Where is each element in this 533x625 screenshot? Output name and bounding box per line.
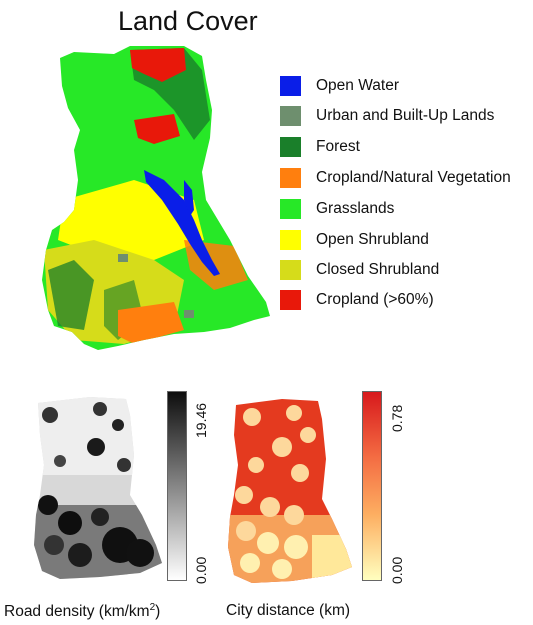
land-cover-map (42, 46, 270, 350)
legend-label: Urban and Built-Up Lands (316, 107, 495, 124)
legend-item-closed-shrubland: Closed Shrubland (280, 260, 530, 282)
legend-label: Closed Shrubland (316, 261, 440, 278)
legend-item-cropland-60: Cropland (>60%) (280, 290, 530, 312)
road-density-caption: Road density (km/km2) (4, 602, 160, 621)
swatch-open-shrubland (280, 230, 301, 250)
city-distance-map (228, 399, 352, 583)
legend-item-open-shrubland: Open Shrubland (280, 230, 530, 252)
city-distance-min-label: 0.00 (389, 556, 405, 584)
swatch-cropland-natural (280, 168, 301, 188)
road-density-max-label: 19.46 (193, 402, 209, 438)
city-distance-max-label: 0.78 (389, 404, 405, 432)
legend-item-cropland-natural: Cropland/Natural Vegetation (280, 168, 530, 190)
road-caption-sup: 2 (149, 602, 156, 613)
legend-item-forest: Forest (280, 137, 530, 159)
swatch-forest (280, 137, 301, 157)
road-density-colorbar (167, 391, 187, 581)
map-title: Land Cover (118, 6, 258, 36)
road-caption-main: Road density (km/km (4, 603, 150, 621)
swatch-cropland-60 (280, 290, 301, 310)
legend-label: Cropland (>60%) (316, 291, 434, 308)
legend-label: Open Shrubland (316, 231, 429, 248)
city-distance-colorbar (362, 391, 382, 581)
road-density-map (34, 397, 162, 579)
legend-label: Grasslands (316, 200, 395, 217)
legend-label: Cropland/Natural Vegetation (316, 169, 511, 186)
swatch-open-water (280, 76, 301, 96)
swatch-urban (280, 106, 301, 126)
legend-item-urban: Urban and Built-Up Lands (280, 106, 530, 128)
legend-item-open-water: Open Water (280, 76, 530, 98)
legend-label: Open Water (316, 77, 399, 94)
swatch-grasslands (280, 199, 301, 219)
road-caption-end: ) (155, 603, 161, 621)
city-distance-caption: City distance (km) (226, 602, 351, 619)
road-density-min-label: 0.00 (193, 556, 209, 584)
swatch-closed-shrubland (280, 260, 301, 280)
legend-item-grasslands: Grasslands (280, 199, 530, 221)
legend-label: Forest (316, 138, 360, 155)
